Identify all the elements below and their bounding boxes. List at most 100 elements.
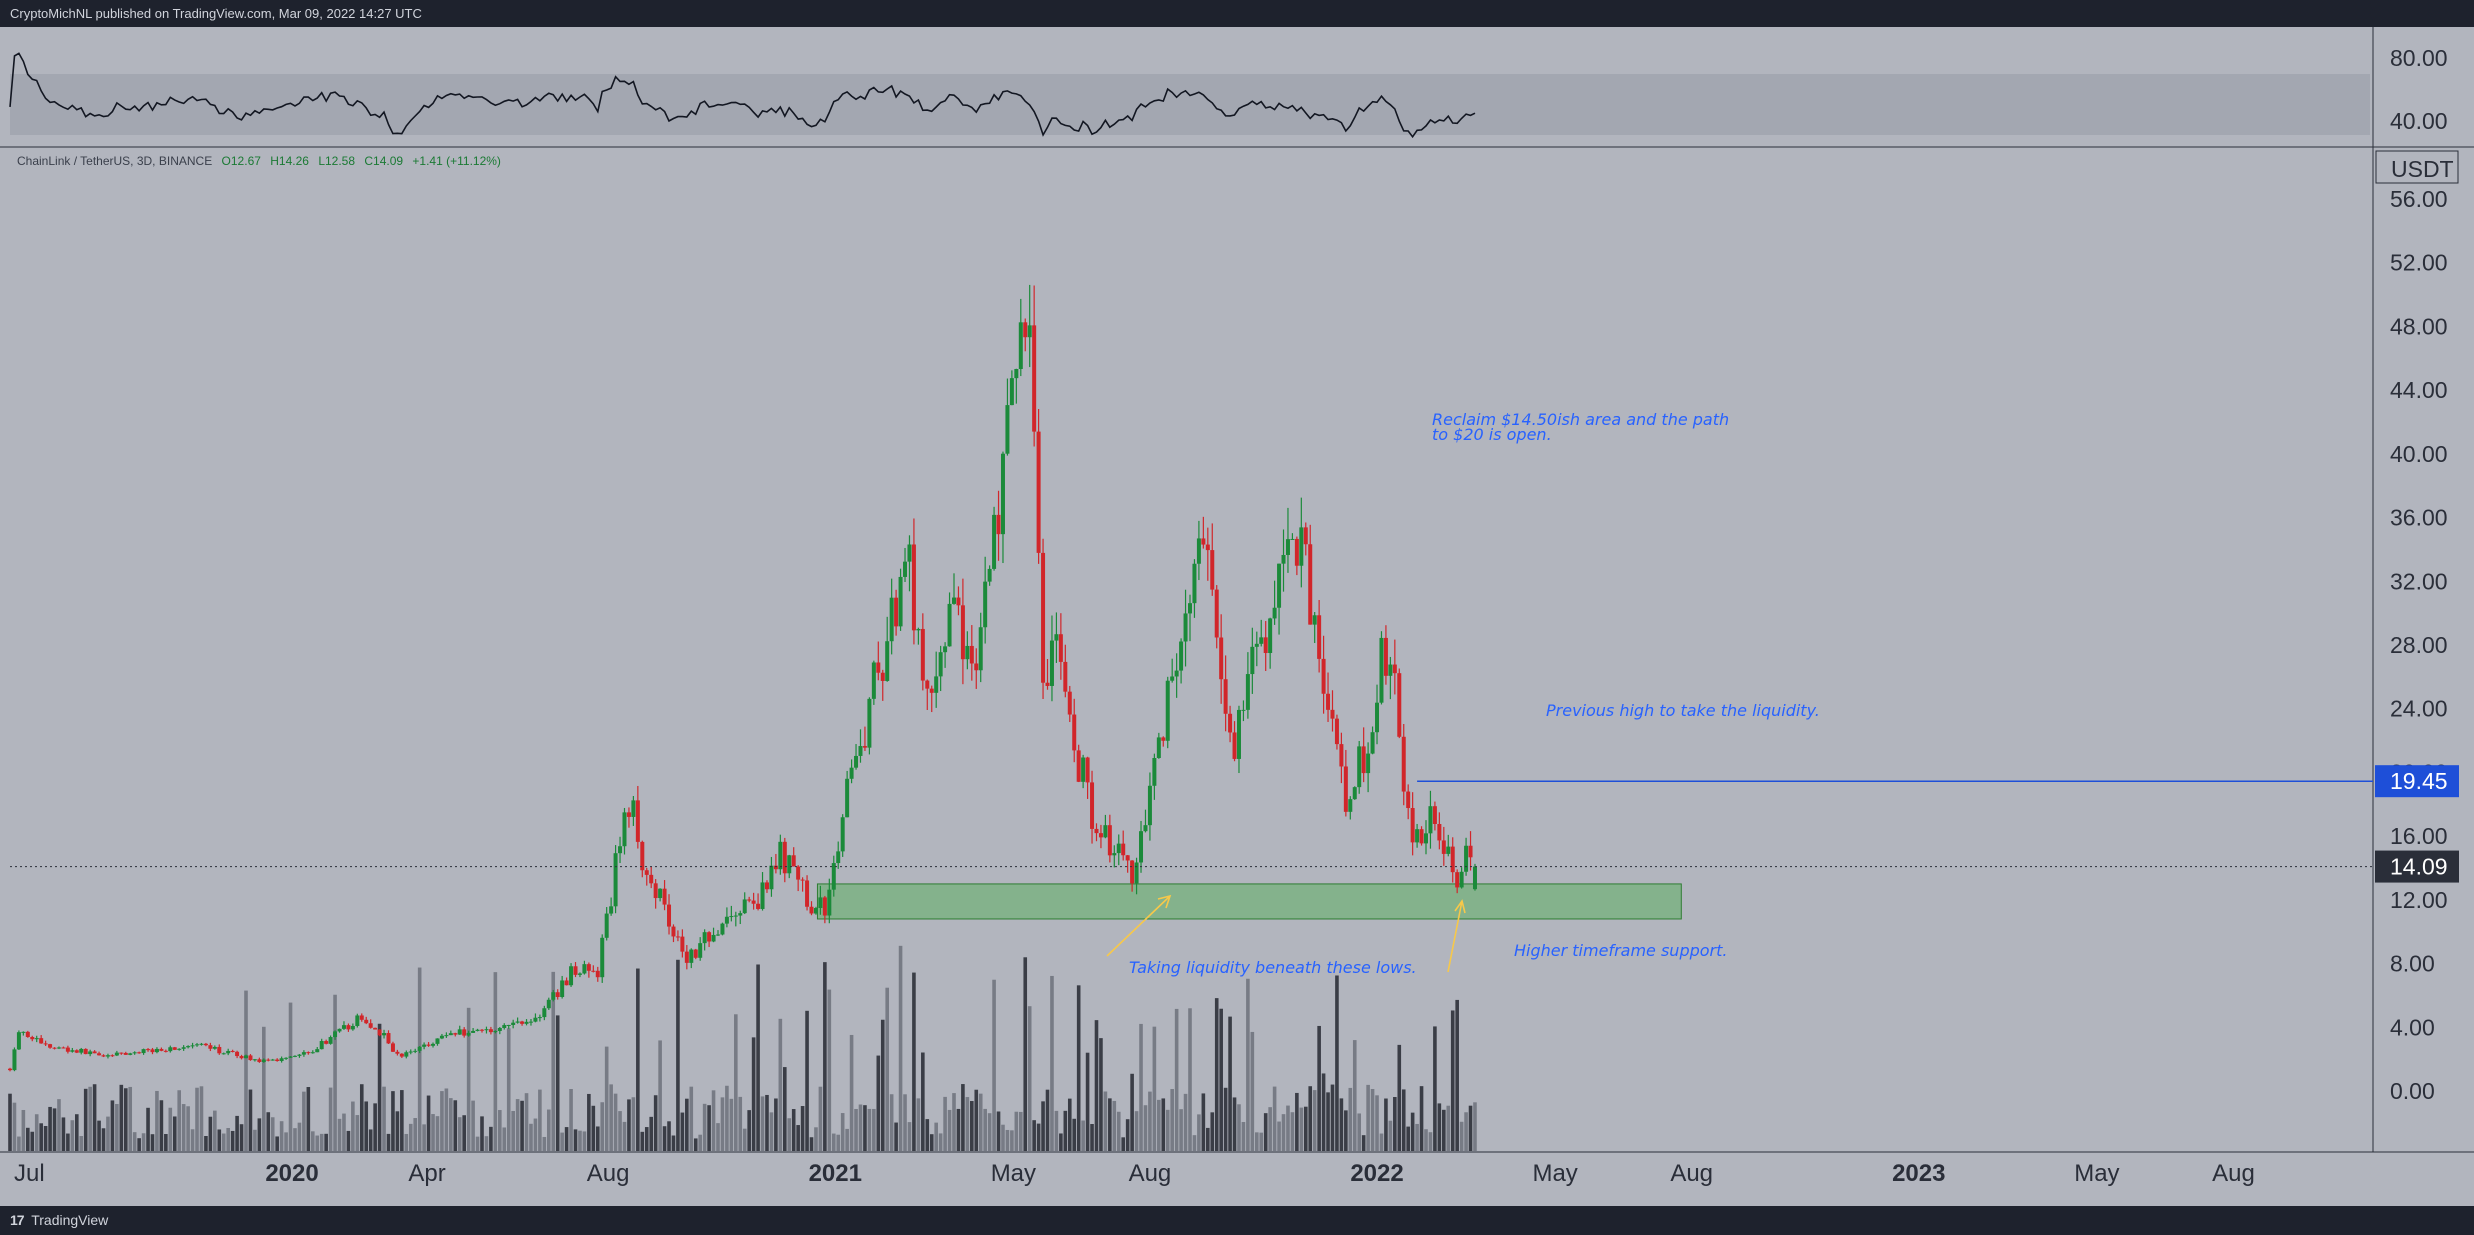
support-zone[interactable]: [816, 883, 1682, 920]
rsi-tick-40: 40.00: [2390, 108, 2448, 134]
candle-body: [671, 926, 676, 937]
volume-bar: [1121, 1137, 1126, 1151]
candle-body: [773, 865, 778, 870]
candle-body: [422, 1044, 427, 1047]
candle-body: [809, 906, 814, 914]
volume-bar: [1103, 1091, 1108, 1151]
candle-body: [1009, 378, 1014, 406]
candle-body: [1317, 615, 1322, 659]
volume-bar: [1027, 1006, 1032, 1151]
candle-body: [270, 1059, 275, 1061]
volume-bar: [489, 1126, 493, 1151]
volume-bar: [1134, 1111, 1139, 1151]
candle-body: [30, 1037, 35, 1040]
volume-bar: [217, 1129, 222, 1151]
candle-body: [952, 597, 956, 604]
volume-bar: [520, 1100, 524, 1151]
volume-bar: [573, 1129, 578, 1151]
candle-body: [1228, 713, 1233, 733]
volume-bar: [66, 1133, 70, 1151]
volume-bar: [1397, 1044, 1402, 1151]
candle-body: [1437, 823, 1442, 841]
volume-bar: [408, 1123, 413, 1151]
candle-body: [1321, 658, 1326, 694]
volume-bar: [502, 1127, 507, 1151]
volume-bar: [1214, 998, 1219, 1151]
candle-body: [70, 1050, 75, 1052]
volume-bar: [106, 1116, 110, 1151]
volume-bar: [1188, 1008, 1192, 1151]
volume-bar: [1348, 1087, 1353, 1151]
volume-bar: [524, 1093, 529, 1151]
volume-bar: [800, 1106, 805, 1151]
volume-bar: [649, 1116, 654, 1151]
volume-bar: [1116, 1111, 1121, 1151]
volume-bar: [582, 1131, 587, 1151]
candle-body: [1464, 845, 1469, 872]
volume-bar: [916, 1098, 921, 1151]
candle-body: [667, 904, 672, 927]
volume-bar: [1375, 1095, 1379, 1151]
volume-bar: [1206, 1127, 1210, 1151]
volume-bar: [542, 1136, 547, 1151]
volume-bar: [1054, 1110, 1059, 1151]
candle-body: [292, 1055, 297, 1057]
volume-bar: [1237, 1104, 1241, 1151]
candle-body: [551, 992, 556, 1000]
candle-body: [301, 1052, 306, 1055]
volume-bar: [440, 1091, 444, 1151]
volume-bar: [1308, 1086, 1313, 1151]
legend-open: O12.67: [222, 154, 262, 168]
candle-body: [965, 645, 970, 660]
volume-bar: [324, 1133, 328, 1151]
volume-bar: [181, 1104, 186, 1151]
candle-body: [346, 1025, 351, 1030]
volume-bar: [386, 1133, 391, 1151]
volume-bar: [168, 1107, 173, 1151]
volume-bar: [1076, 985, 1081, 1151]
chart[interactable]: 80.00 40.00 ChainLink / TetherUS, 3D, BI…: [0, 27, 2474, 1206]
candle-body: [288, 1056, 293, 1058]
candle-body: [1067, 691, 1072, 715]
candle-body: [1188, 603, 1192, 614]
volume-bar: [836, 1134, 841, 1151]
volume-bar: [805, 1010, 809, 1151]
volume-bar: [342, 1113, 346, 1151]
candle-body: [1183, 613, 1188, 642]
volume-bar: [1201, 1093, 1206, 1151]
candle-body: [791, 855, 796, 867]
volume-bar: [52, 1108, 57, 1151]
candle-body: [426, 1044, 431, 1046]
candle-body: [16, 1032, 21, 1050]
volume-bar: [1161, 1098, 1166, 1151]
annotation-reclaim-line1: Reclaim $14.50ish area and the path: [1432, 410, 1729, 429]
volume-bar: [631, 1097, 636, 1151]
candle-body: [181, 1047, 186, 1049]
footer-brand[interactable]: TradingView: [31, 1212, 109, 1228]
volume-bar: [79, 1136, 84, 1151]
volume-bar: [1232, 1097, 1237, 1151]
candle-body: [764, 882, 769, 890]
volume-bar: [257, 1118, 262, 1151]
volume-bar: [1335, 975, 1339, 1151]
volume-bar: [355, 1115, 360, 1151]
candle-body: [684, 951, 689, 963]
candle-body: [1446, 846, 1451, 854]
candle-body: [1419, 829, 1424, 844]
price-tick: 56.00: [2390, 186, 2448, 212]
volume-bar: [17, 1136, 21, 1151]
candle-body: [626, 812, 631, 817]
volume-bar: [569, 1089, 573, 1151]
volume-bar: [119, 1084, 124, 1151]
volume-bar: [400, 1090, 404, 1151]
volume-bar: [199, 1086, 204, 1151]
currency-box[interactable]: [2375, 150, 2459, 184]
volume-bar: [947, 1109, 952, 1151]
volume-bar: [262, 1026, 266, 1151]
volume-bar: [827, 989, 832, 1151]
candle-body: [903, 561, 908, 577]
volume-bar: [248, 1089, 253, 1151]
candle-body: [885, 641, 890, 681]
volume-bar: [26, 1127, 30, 1151]
candle-body: [1259, 637, 1264, 644]
